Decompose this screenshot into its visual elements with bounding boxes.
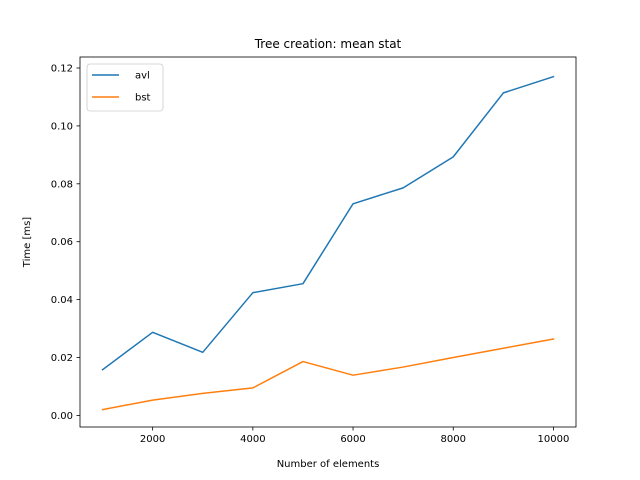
legend-label-avl: avl [135, 71, 150, 82]
y-tick-label: 0.10 [51, 121, 73, 132]
y-tick-label: 0.02 [51, 353, 73, 364]
legend-label-bst: bst [135, 93, 151, 104]
x-tick-label: 2000 [140, 434, 165, 445]
x-axis-ticks: 2000 4000 6000 8000 10000 [140, 427, 569, 445]
chart-title: Tree creation: mean stat [254, 37, 402, 51]
axes-frame [79, 56, 577, 428]
y-axis-ticks: 0.00 0.02 0.04 0.06 0.08 0.10 0.12 [51, 64, 80, 422]
series-line-bst [101, 338, 555, 411]
y-tick-label: 0.04 [51, 295, 73, 306]
x-axis-label: Number of elements [277, 459, 380, 470]
y-tick-label: 0.08 [51, 179, 73, 190]
y-tick-label: 0.00 [51, 411, 73, 422]
y-axis-label: Time [ms] [22, 217, 33, 269]
plot-area [79, 56, 577, 428]
series-line-avl [101, 75, 555, 371]
x-tick-label: 4000 [240, 434, 265, 445]
y-tick-label: 0.12 [51, 64, 73, 75]
legend: avl bst [86, 63, 164, 112]
x-tick-label: 10000 [538, 434, 570, 445]
y-tick-label: 0.06 [51, 237, 73, 248]
x-tick-label: 6000 [340, 434, 365, 445]
x-tick-label: 8000 [441, 434, 466, 445]
legend-box [86, 63, 164, 112]
